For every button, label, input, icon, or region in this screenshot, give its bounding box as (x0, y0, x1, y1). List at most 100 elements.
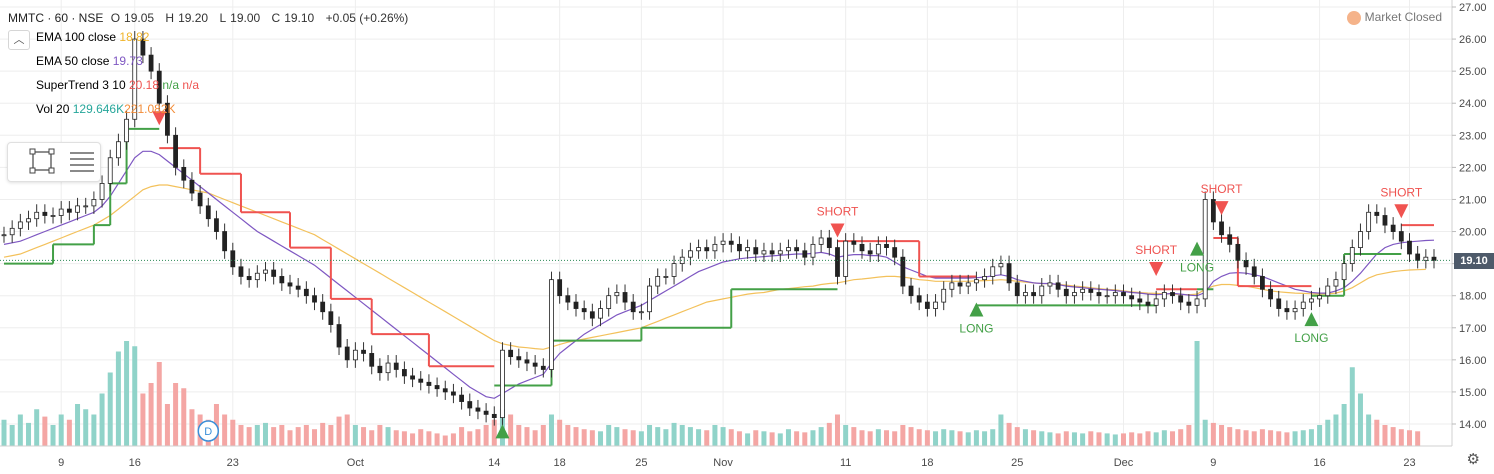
candle-body (369, 353, 375, 367)
candle-body (728, 240, 734, 245)
candle-body (941, 288, 947, 303)
candle-body (238, 266, 244, 277)
x-tick-label: Nov (713, 457, 733, 469)
volume-bar (410, 433, 416, 446)
candle-body (867, 250, 873, 255)
volume-bar (1276, 431, 1282, 446)
candle-body (810, 243, 816, 258)
volume-bar (393, 430, 399, 446)
volume-bar (148, 383, 154, 446)
volume-bar (1186, 425, 1192, 446)
candle-body (1088, 288, 1094, 293)
candle-body (1358, 231, 1363, 248)
candle-body (1096, 292, 1102, 297)
candle-body (540, 365, 546, 370)
candle-body (1137, 298, 1143, 303)
volume-bar (254, 425, 260, 446)
candle-body (908, 285, 914, 297)
volume-bar (1112, 434, 1118, 446)
y-tick-label: 14.00 (1459, 419, 1487, 431)
volume-bar (1202, 419, 1208, 446)
candle-body (1341, 263, 1347, 281)
indicator-ema100[interactable]: EMA 100 close 18.82 (36, 30, 150, 44)
x-tick-label: 25 (635, 457, 647, 469)
low-value: L 19.00 (219, 11, 261, 25)
volume-bar (671, 422, 677, 446)
volume-bar (712, 425, 718, 446)
candle-body (418, 378, 424, 383)
volume-bar (818, 427, 824, 446)
x-tick-label: 18 (554, 457, 566, 469)
open-value: O 19.05 (110, 11, 155, 25)
volume-bar (222, 414, 228, 446)
volume-bar (834, 414, 840, 446)
volume-bar (769, 432, 775, 446)
indicator-ema50[interactable]: EMA 50 close 19.73 (36, 54, 143, 68)
volume-bar (1341, 404, 1347, 446)
volume-bar (483, 425, 489, 446)
long-signal-icon (1190, 241, 1205, 256)
volume-bar (1398, 429, 1404, 446)
volume-bar (17, 414, 23, 446)
volume-bar (181, 388, 187, 446)
volume-bar (173, 383, 179, 446)
legend: MMTC · 60 · NSE O 19.05 H 19.20 L 19.00 C 19… (8, 6, 412, 30)
candle-body (442, 388, 448, 393)
settings-list-icon[interactable] (70, 152, 94, 172)
volume-bar (573, 427, 579, 446)
volume-bar (1161, 430, 1167, 446)
chart-settings-gear-icon[interactable]: ⚙ (1466, 451, 1480, 468)
candle-body (753, 247, 759, 255)
rectangle-tool-icon[interactable] (29, 148, 55, 174)
volume-bar (557, 419, 563, 446)
candle-body (165, 102, 170, 136)
volume-bar (1014, 427, 1020, 446)
volume-bar (565, 425, 571, 446)
volume-bar (745, 433, 751, 446)
candle-body (933, 301, 938, 309)
symbol-label[interactable]: MMTC · 60 · NSE (8, 11, 104, 25)
volume-bar (132, 346, 138, 446)
candle-body (663, 276, 669, 278)
volume-bar (1039, 431, 1045, 446)
x-tick-label: 23 (227, 457, 239, 469)
volume-bar (1104, 433, 1110, 446)
candle-body (189, 179, 195, 194)
candle-body (156, 70, 162, 104)
candle-body (573, 301, 579, 309)
volume-bar (140, 393, 146, 446)
long-signal-icon (969, 302, 984, 317)
volume-bar (1153, 432, 1159, 446)
volume-bar (761, 431, 767, 446)
volume-bar (1235, 429, 1241, 446)
market-status[interactable]: Market Closed (1346, 10, 1442, 25)
y-tick-label: 17.00 (1459, 323, 1487, 335)
candle-body (42, 211, 48, 216)
candle-body (557, 279, 563, 297)
volume-bar (1382, 425, 1388, 446)
volume-bar (859, 430, 865, 446)
candle-body (598, 308, 603, 319)
volume-bar (1292, 431, 1298, 446)
volume-bar (303, 425, 309, 446)
volume-bar (679, 425, 685, 446)
candle-body (1014, 282, 1020, 297)
candle-body (802, 250, 808, 258)
volume-bar (491, 419, 497, 446)
volume-bar (1300, 430, 1306, 446)
indicator-volume[interactable]: Vol 20 129.646K221.082K (36, 102, 176, 116)
collapse-legend-chevron-icon[interactable]: ︿ (8, 30, 30, 50)
volume-bar (99, 393, 105, 446)
candle-body (1235, 243, 1241, 261)
x-tick-label: 9 (1210, 457, 1216, 469)
volume-bar (884, 430, 890, 446)
volume-bar (1031, 430, 1037, 446)
indicator-supertrend[interactable]: SuperTrend 3 10 20.18 n/a n/a (36, 78, 200, 92)
volume-bar (1129, 432, 1135, 446)
candle-body (1333, 279, 1339, 287)
candle-body (851, 240, 857, 245)
candle-body (622, 292, 628, 303)
volume-bar (336, 416, 342, 446)
volume-bar (230, 419, 236, 446)
